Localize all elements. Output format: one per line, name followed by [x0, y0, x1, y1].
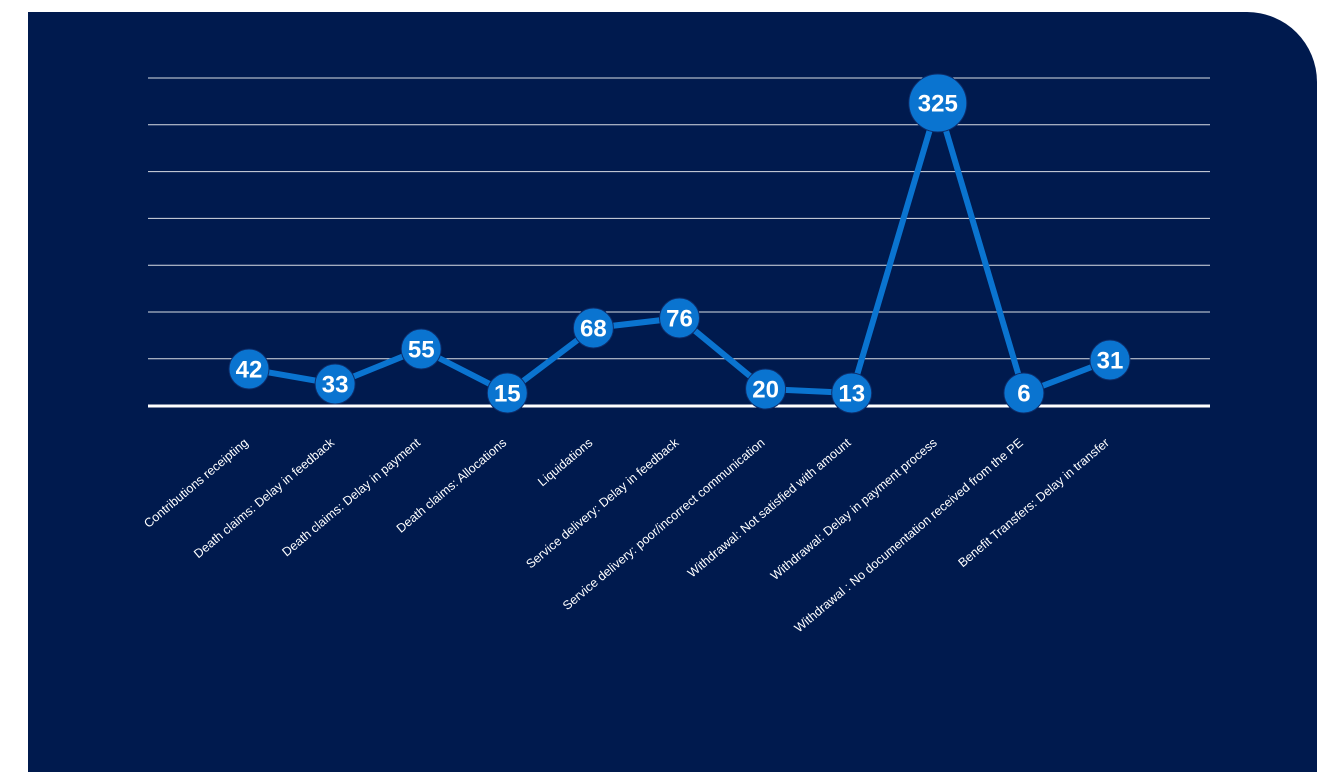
data-label: 325 — [918, 91, 958, 118]
grid-layer — [148, 77, 1210, 408]
x-tick-label: Withdrawal: Not satisfied with amount — [685, 435, 854, 580]
data-point-marker — [486, 372, 528, 414]
x-tick-label: Death claims: Delay in payment — [279, 435, 423, 559]
x-tick-label: Benefit Transfers: Delay in transfer — [956, 436, 1112, 570]
x-tick-label: Service delivery: Delay in feedback — [523, 435, 682, 571]
x-tick-label: Service delivery: poor/incorrect communi… — [560, 436, 768, 613]
data-label: 20 — [752, 377, 779, 404]
x-tick-label: Death claims: Delay in feedback — [191, 435, 337, 561]
data-point-marker — [908, 73, 968, 133]
data-label: 42 — [236, 357, 263, 384]
series-line-layer — [248, 100, 1112, 396]
x-tick-label: Withdrawal: Delay in payment process — [768, 436, 940, 583]
data-label: 33 — [322, 372, 349, 399]
data-label: 76 — [666, 306, 693, 333]
data-label: 6 — [1017, 381, 1030, 408]
data-point-marker — [1089, 339, 1131, 381]
data-point-marker — [659, 297, 700, 339]
data-label: 68 — [580, 316, 607, 343]
data-point-marker — [314, 363, 356, 405]
data-label: 31 — [1097, 348, 1124, 375]
data-label: 15 — [494, 381, 521, 408]
data-point-marker — [745, 368, 787, 410]
series-line — [248, 100, 1112, 396]
data-label: 55 — [408, 337, 435, 364]
data-point-marker — [228, 348, 270, 390]
data-marker-layer: 42 33 55 15 68 76 20 13 325 6 31 — [228, 73, 1131, 414]
data-point-marker — [831, 372, 873, 414]
x-tick-label: Liquidations — [535, 436, 595, 490]
data-point-marker — [400, 328, 442, 370]
data-point-marker — [572, 307, 614, 349]
chart-panel — [28, 12, 1317, 772]
data-label: 13 — [838, 381, 865, 408]
data-point-marker — [1003, 372, 1045, 414]
